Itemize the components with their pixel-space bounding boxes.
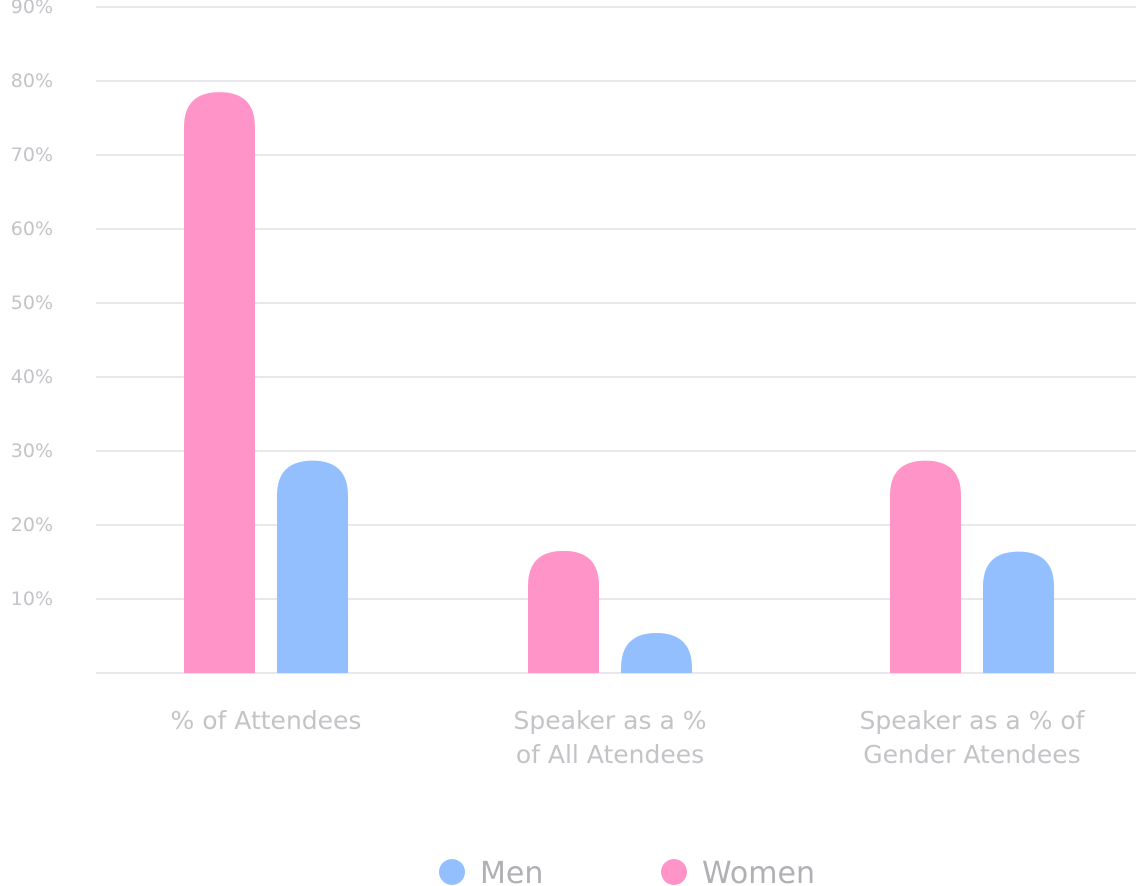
bar-men-1 — [621, 633, 692, 673]
bar-men-2 — [983, 551, 1054, 673]
y-tick-label: 80% — [11, 70, 53, 92]
y-tick-label: 70% — [11, 144, 53, 166]
y-tick-label: 90% — [11, 0, 53, 18]
legend: Men Women — [439, 856, 815, 886]
legend-swatch-women — [661, 859, 687, 885]
bar-women-0 — [184, 92, 255, 674]
y-tick-label: 60% — [11, 218, 53, 240]
category-label-line: Speaker as a % — [514, 706, 707, 735]
category-label: Speaker as a % of Gender Atendees — [860, 706, 1086, 769]
bar-women-2 — [890, 460, 961, 673]
bar-women-1 — [528, 550, 599, 673]
bars — [184, 92, 1054, 674]
y-tick-label: 30% — [11, 440, 53, 462]
grid-lines — [96, 6, 1136, 674]
category-label: Speaker as a % of All Atendees — [514, 706, 707, 769]
legend-label-women: Women — [702, 856, 815, 886]
legend-swatch-men — [439, 859, 465, 885]
bar-men-0 — [277, 460, 348, 673]
y-tick-label: 50% — [11, 292, 53, 314]
y-tick-label: 20% — [11, 514, 53, 536]
category-label-line: Gender Atendees — [863, 740, 1080, 769]
category-label-line: of All Atendees — [516, 740, 704, 769]
x-axis-categories: % of Attendees Speaker as a % of All Atend… — [171, 706, 1086, 769]
category-label: % of Attendees — [171, 706, 362, 735]
category-label-line: % of Attendees — [171, 706, 362, 735]
category-label-line: Speaker as a % of — [860, 706, 1086, 735]
y-tick-label: 40% — [11, 366, 53, 388]
y-tick-label: 10% — [11, 588, 53, 610]
legend-label-men: Men — [480, 856, 543, 886]
y-axis-ticks: 10% 20% 30% 40% 50% 60% 70% 80% 90% — [11, 0, 53, 610]
